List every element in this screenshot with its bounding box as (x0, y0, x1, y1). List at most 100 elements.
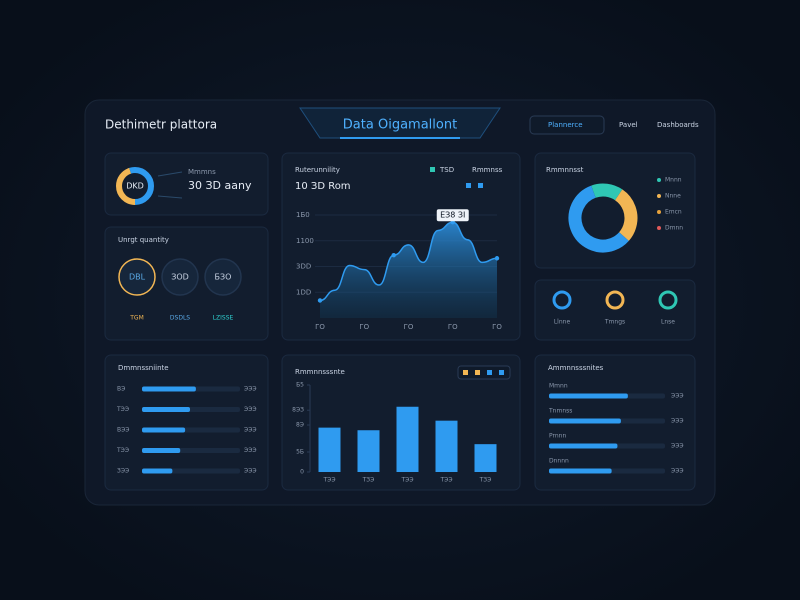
metric-circle (204, 258, 242, 296)
value-label: ЭЭЭ (244, 447, 257, 454)
metric-label: DSDLS (170, 315, 190, 322)
legend-entry: Mnnn (665, 177, 682, 184)
connector (157, 195, 183, 199)
filter-box[interactable] (457, 365, 511, 380)
metric-value: ЗОD (171, 273, 189, 282)
bar (318, 427, 341, 472)
metric-value: DBL (129, 273, 146, 282)
legend-swatch (657, 226, 661, 230)
legend-swatch (463, 370, 468, 375)
x-tick-label: ТЗЭ (479, 477, 492, 484)
ring (552, 290, 572, 310)
x-tick-label: ГО (404, 323, 414, 331)
y-tick-label: 0 (300, 469, 304, 476)
value-label: ЭЭЭ (671, 393, 684, 400)
value-label: ЭЭЭ (244, 427, 257, 434)
card-title: Unrgt quantity (118, 236, 169, 244)
tab-shape (299, 107, 501, 139)
ring-label: Lnse (661, 319, 675, 326)
donut-segment (568, 183, 638, 253)
legend-entry: TSD (439, 166, 454, 174)
y-tick-label: 1Б0 (296, 211, 310, 219)
legend-swatch (657, 194, 661, 198)
y-tick-label: 8ЭЗ (292, 407, 304, 414)
legend-swatch (466, 183, 471, 188)
bar (142, 386, 196, 392)
row-label: ВЭ (117, 386, 125, 393)
row-label: ВЭЭ (117, 427, 130, 434)
tab-title[interactable]: Data Oigamallont (343, 118, 457, 133)
bar (549, 468, 612, 474)
value-label: ЭЭЭ (671, 443, 684, 450)
search-box[interactable] (529, 115, 605, 135)
metric-circle (118, 258, 156, 296)
point (317, 298, 323, 303)
value-label: ЭЭЭ (244, 406, 257, 413)
legend-swatch (657, 210, 661, 214)
legend-swatch (487, 370, 492, 375)
value-label: ЭЭЭ (244, 468, 257, 475)
ring-label: Tmngs (604, 319, 625, 326)
x-tick-label: ТЗЭ (362, 477, 375, 484)
nav-link[interactable]: Pavel (619, 121, 638, 129)
x-tick-label: ГО (359, 323, 369, 331)
row-label: ТЭЭ (116, 447, 129, 454)
legend-entry: Dmnn (665, 225, 683, 232)
point (391, 252, 396, 258)
legend-swatch (478, 183, 483, 188)
x-tick-label: ГО (315, 323, 325, 331)
y-tick-label: 3DD (296, 263, 311, 271)
value-label: ЭЭЭ (244, 386, 257, 393)
bar (549, 418, 621, 424)
ring-label: Llnne (554, 319, 571, 326)
line (319, 221, 498, 302)
nav-link[interactable]: Dashboards (657, 121, 699, 129)
row-label: Dnnnn (549, 458, 569, 465)
value-label: ЭЭЭ (671, 468, 684, 475)
tooltip-text: ЕЗ8 ЗІ (440, 211, 465, 220)
row-label: Prnnn (549, 433, 566, 440)
donut-segment (116, 167, 154, 205)
donut-label: DKD (126, 182, 144, 191)
card-title: Dmmnssniinte (118, 364, 169, 372)
donut-segment (568, 183, 638, 253)
tooltip (436, 209, 469, 222)
area-value: 10 ЗD Rom (295, 181, 351, 192)
bar (549, 393, 628, 399)
summary-value: 30 ЗD aany (188, 179, 252, 192)
card-title: Ammnnsssnites (548, 364, 604, 372)
x-tick-label: ГО (448, 323, 458, 331)
metric-label: TGM (129, 315, 144, 322)
row-label: Mmnn (549, 383, 568, 390)
legend-swatch (430, 167, 435, 172)
bar (142, 407, 191, 412)
card (534, 279, 696, 341)
bar (142, 448, 181, 453)
row-label: ТЭЭ (116, 406, 129, 413)
legend-entry: Nnne (665, 193, 681, 200)
legend-swatch (499, 370, 504, 375)
legend-entry: Rmmnss (472, 166, 503, 174)
metric-label: LZISSE (213, 315, 234, 322)
card-title: Rmmnnsst (546, 166, 584, 174)
area (320, 222, 497, 318)
legend-entry: Emcn (665, 209, 682, 216)
row-label: Tnmnss (548, 408, 572, 415)
y-tick-label: 1DD (296, 288, 311, 296)
value-label: ЭЭЭ (671, 418, 684, 425)
bar (474, 444, 497, 472)
search-text[interactable]: Plannerce (548, 121, 583, 129)
x-tick-label: ГО (492, 323, 502, 331)
y-tick-label: Б5 (296, 382, 304, 389)
card (534, 152, 696, 269)
point (494, 256, 500, 261)
bar (357, 430, 380, 472)
metric-value: БЗО (215, 273, 232, 282)
legend-swatch (475, 370, 480, 375)
bar (435, 420, 458, 472)
y-tick-label: 8Э (296, 422, 304, 429)
x-tick-label: ТЭЭ (439, 477, 452, 484)
card-title: Ruterunnility (295, 166, 340, 174)
ring (605, 290, 625, 310)
